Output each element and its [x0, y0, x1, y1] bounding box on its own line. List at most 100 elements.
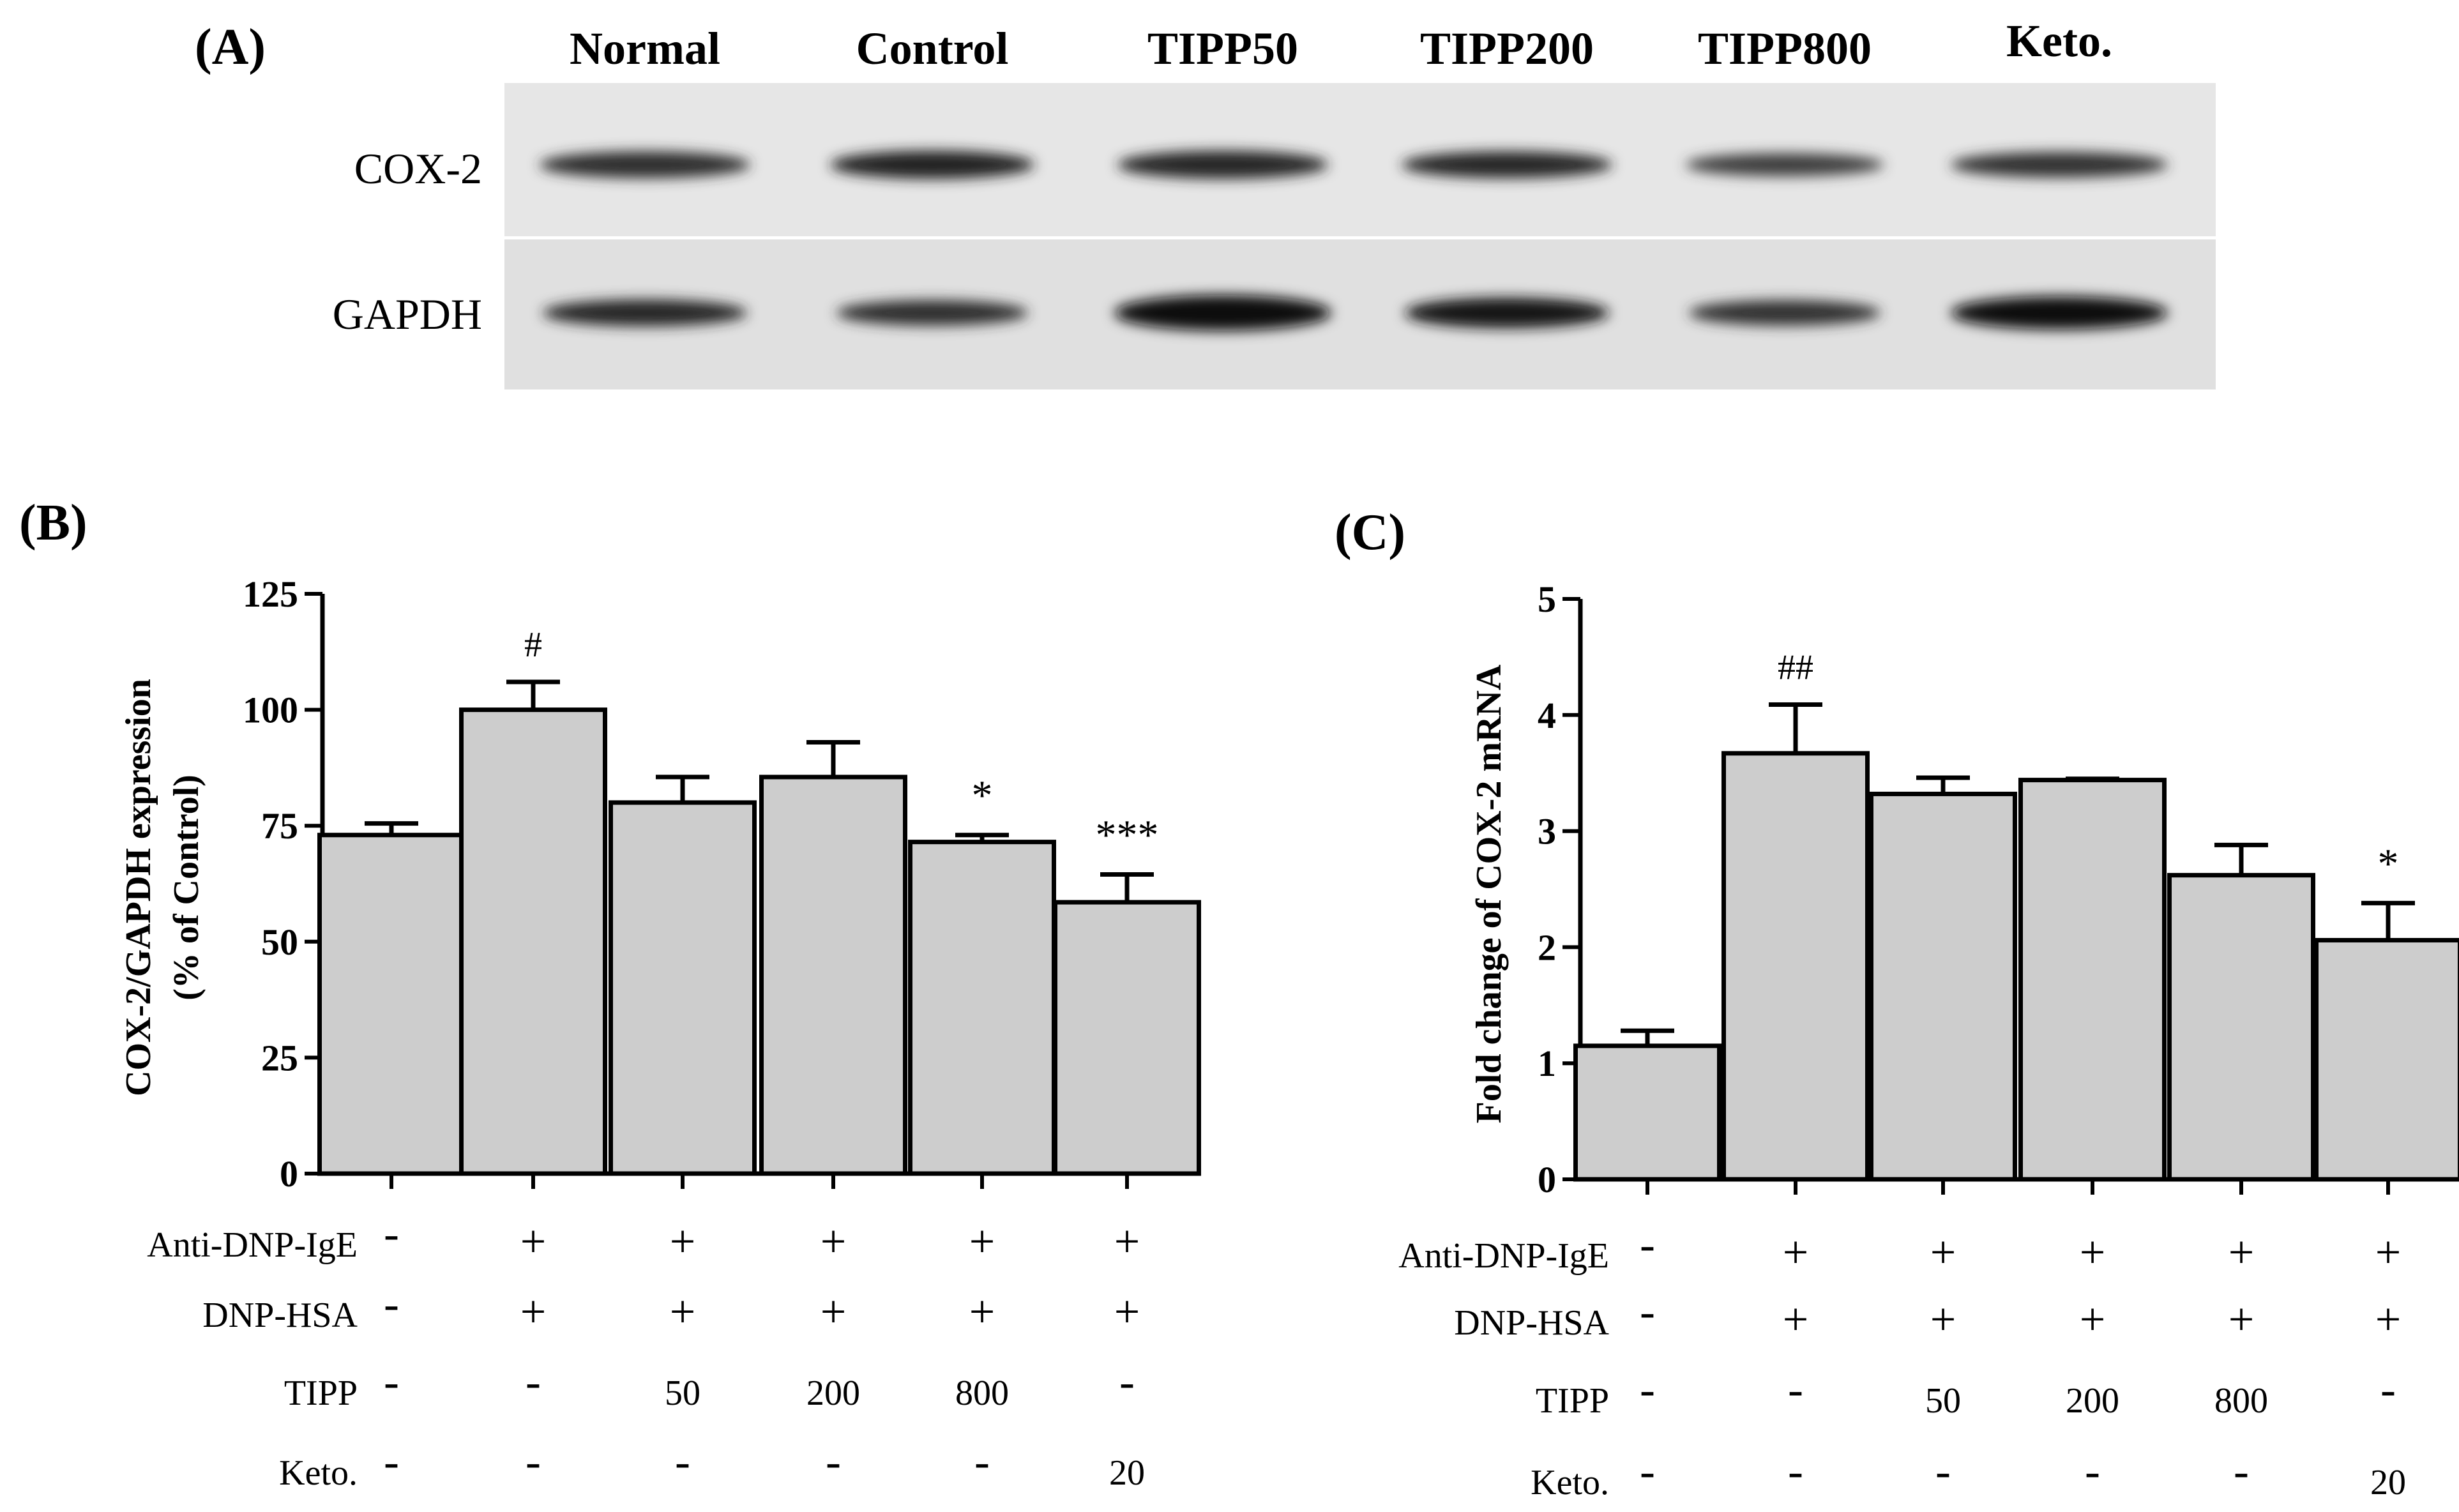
blot-band-cox2	[1686, 153, 1884, 176]
condition-value: -	[1640, 1219, 1655, 1270]
lane-label: Keto.	[2006, 15, 2112, 66]
condition-label: TIPP	[284, 1373, 358, 1413]
bar	[759, 775, 907, 1176]
condition-value: +	[1783, 1294, 1809, 1345]
condition-value: -	[1788, 1364, 1803, 1415]
condition-label: Keto.	[1531, 1463, 1609, 1502]
bar	[317, 833, 465, 1176]
condition-label: Anti-DNP-IgE	[1398, 1236, 1609, 1276]
panel-c-label: (C)	[1335, 504, 1405, 561]
condition-value: +	[1930, 1294, 1956, 1345]
blot-band-cox2	[540, 151, 750, 178]
lane-label: TIPP800	[1698, 23, 1872, 74]
y-tick-label: 5	[1538, 578, 1556, 620]
condition-value: -	[826, 1436, 841, 1487]
condition-value: -	[384, 1356, 399, 1407]
condition-value: +	[821, 1286, 847, 1337]
y-tick-label: 100	[243, 690, 298, 731]
y-tick-label: 25	[261, 1037, 298, 1078]
bar	[2018, 778, 2167, 1182]
lane-label: Control	[856, 23, 1009, 74]
condition-value: +	[1114, 1286, 1140, 1337]
bar	[1869, 791, 2017, 1182]
condition-value: 50	[1925, 1381, 1961, 1421]
lane-label: TIPP50	[1147, 23, 1298, 74]
bar	[2167, 873, 2315, 1182]
condition-value: 20	[2370, 1463, 2406, 1502]
condition-value: -	[2234, 1446, 2249, 1497]
chart-b-ylabel2: (% of Control)	[167, 775, 206, 1001]
condition-value: 800	[2214, 1381, 2268, 1421]
significance-annotation: ##	[1778, 647, 1813, 687]
condition-value: +	[1783, 1227, 1809, 1278]
y-tick-label: 0	[280, 1153, 298, 1195]
condition-value: -	[2380, 1364, 2396, 1415]
significance-annotation: ***	[1096, 812, 1159, 858]
condition-value: -	[1788, 1446, 1803, 1497]
condition-value: -	[1640, 1286, 1655, 1337]
condition-value: -	[526, 1356, 541, 1407]
condition-value: -	[2085, 1446, 2100, 1497]
condition-label: TIPP	[1536, 1381, 1609, 1421]
blot-band-cox2	[1402, 151, 1612, 178]
condition-value: -	[384, 1208, 399, 1259]
condition-value: +	[2080, 1227, 2106, 1278]
condition-value: -	[526, 1436, 541, 1487]
y-tick-label: 0	[1538, 1159, 1556, 1200]
condition-value: -	[1119, 1356, 1135, 1407]
bar	[1053, 900, 1201, 1176]
chart-c-ylabel: Fold change of COX-2 mRNA	[1469, 664, 1509, 1123]
y-tick-label: 1	[1538, 1043, 1556, 1084]
condition-value: -	[675, 1436, 690, 1487]
condition-value: -	[1640, 1446, 1655, 1497]
y-tick-label: 4	[1538, 695, 1556, 736]
condition-value: +	[969, 1216, 995, 1267]
condition-value: +	[821, 1216, 847, 1267]
blot-row-label-gapdh: GAPDH	[333, 290, 482, 338]
condition-value: +	[1930, 1227, 1956, 1278]
significance-annotation: *	[972, 773, 993, 819]
blot-band-cox2	[1951, 152, 2168, 178]
bar	[1721, 751, 1870, 1182]
blot-band-gapdh	[1951, 296, 2168, 329]
condition-value: -	[384, 1436, 399, 1487]
panel-a: (A) Normal Control TIPP50 TIPP200 TIPP800 Ket…	[195, 15, 2216, 389]
blot-bands	[540, 151, 2168, 331]
condition-label: Anti-DNP-IgE	[147, 1225, 358, 1265]
y-tick-label: 75	[261, 805, 298, 847]
y-tick-label: 3	[1538, 811, 1556, 852]
blot-membrane-cox2	[504, 83, 2216, 236]
blot-band-gapdh	[1405, 298, 1609, 328]
condition-value: -	[974, 1436, 990, 1487]
condition-value: -	[384, 1278, 399, 1329]
bar	[2314, 937, 2459, 1182]
condition-value: 800	[955, 1373, 1009, 1413]
y-tick-label: 2	[1538, 926, 1556, 968]
condition-value: +	[969, 1286, 995, 1337]
condition-value: +	[1114, 1216, 1140, 1267]
condition-value: +	[2375, 1227, 2402, 1278]
blot-band-gapdh	[543, 299, 747, 326]
lane-label: TIPP200	[1420, 23, 1594, 74]
y-tick-label: 50	[261, 921, 298, 963]
panel-a-label: (A)	[195, 19, 266, 75]
condition-value: +	[520, 1216, 547, 1267]
condition-value: +	[520, 1286, 547, 1337]
bar	[908, 840, 1056, 1176]
y-tick-label: 125	[243, 573, 298, 615]
condition-value: -	[1935, 1446, 1951, 1497]
blot-band-gapdh	[836, 300, 1028, 326]
condition-value: +	[670, 1216, 696, 1267]
condition-value: +	[2080, 1294, 2106, 1345]
blot-band-cox2	[830, 151, 1034, 179]
lane-labels: Normal Control TIPP50 TIPP200 TIPP800 Keto.	[570, 15, 2112, 74]
condition-label: DNP-HSA	[1454, 1303, 1609, 1343]
condition-value: 200	[2066, 1381, 2119, 1421]
panel-b-label: (B)	[19, 495, 87, 551]
significance-annotation: #	[524, 625, 542, 665]
